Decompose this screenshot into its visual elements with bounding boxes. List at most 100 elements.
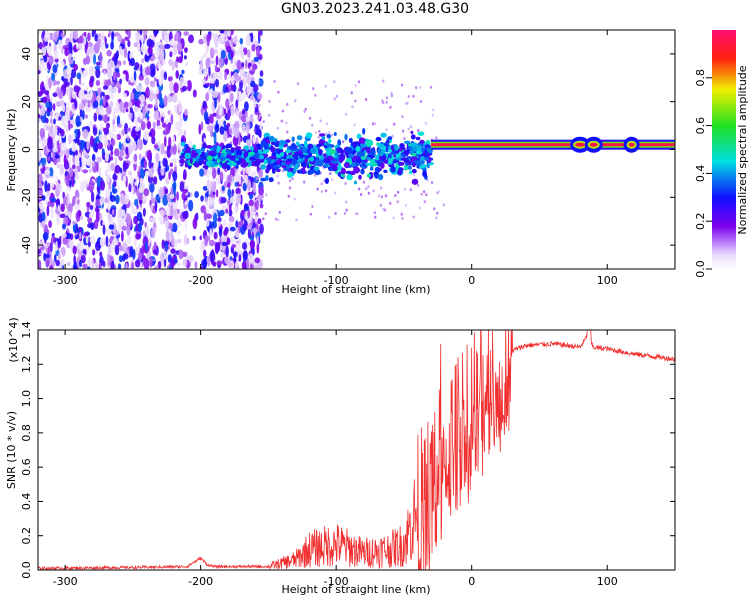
spectrogram-cell	[238, 173, 242, 185]
spectrogram-cell	[238, 76, 242, 83]
spectrogram-cell	[88, 46, 94, 55]
spectrogram-cell	[223, 229, 228, 236]
spectrogram-cell	[47, 138, 53, 150]
spectrogram-cell	[223, 130, 228, 142]
spectrogram-cell	[174, 213, 180, 220]
spectrogram-cell	[80, 181, 84, 193]
spectrogram-cell	[105, 227, 109, 233]
spectrogram-cell	[98, 262, 102, 269]
spectrogram-xlabel: Height of straight line (km)	[281, 283, 430, 296]
spectrogram-cell	[69, 239, 75, 250]
spectrogram-cell	[355, 156, 360, 161]
figure-title: GN03.2023.241.03.48.G30	[280, 1, 470, 17]
spectrogram-cell	[138, 243, 141, 251]
spectrogram-cell	[229, 92, 234, 103]
spectrogram-cell	[207, 256, 211, 267]
spectrogram-cell	[106, 49, 112, 57]
spectrogram-cell	[55, 175, 59, 185]
spectrogram-cell	[209, 113, 214, 124]
spectrogram-cell	[137, 194, 143, 202]
spectrogram-cell	[345, 147, 353, 154]
spectrogram-cell	[100, 219, 104, 227]
tone-blob	[589, 142, 598, 147]
spectrogram-cell	[129, 245, 134, 258]
spectrogram-cell	[59, 213, 66, 219]
spectrogram-cell	[373, 171, 378, 175]
spectrogram-cell	[58, 132, 61, 144]
spectrogram-cell	[257, 218, 262, 225]
spectrogram-cell	[258, 150, 263, 154]
tone-band-core	[431, 143, 675, 147]
spectrogram-cell	[274, 158, 278, 163]
spectrogram-cell	[235, 50, 240, 58]
spectrogram-cell	[186, 80, 192, 92]
spectrogram-cell	[130, 262, 135, 269]
spectrogram-cell	[43, 55, 48, 63]
spectrogram-cell	[245, 156, 250, 163]
spectrogram-cell	[430, 181, 434, 184]
spectrogram-cell	[137, 222, 143, 233]
spectrogram-cell	[56, 182, 61, 191]
spectrogram-cell	[153, 249, 157, 255]
spectrogram-cell	[132, 140, 137, 151]
spectrogram-cell	[394, 194, 397, 197]
spectrogram-cell	[206, 124, 213, 132]
spectrogram-cell	[149, 94, 153, 100]
spectrogram-cell	[412, 162, 416, 168]
spectrogram-cell	[337, 139, 342, 147]
spectrogram-cell	[383, 169, 388, 173]
spectrogram-cell	[224, 86, 229, 93]
spectrogram-cell	[138, 74, 144, 81]
spectrogram-cell	[269, 135, 275, 142]
spectrogram-cell	[377, 143, 385, 148]
spectrogram-cell	[225, 98, 230, 109]
spectrogram-cell	[154, 200, 158, 212]
spectrogram-cell	[55, 259, 60, 267]
spectrogram-cell	[178, 249, 184, 260]
spectrogram-cell	[234, 205, 238, 215]
spectrogram-cell	[116, 217, 120, 224]
spectrogram-cell	[165, 230, 170, 242]
spectrogram-cell	[79, 157, 82, 162]
spectrogram-cell	[186, 237, 190, 245]
spectrogram-cell	[354, 84, 357, 87]
spectrogram-cell	[82, 128, 89, 139]
spectrogram-cell	[206, 34, 212, 42]
spectrogram-cell	[87, 131, 91, 138]
spectrogram-cell	[359, 193, 363, 196]
spectrogram-cell	[140, 64, 143, 76]
spectrogram-cell	[178, 104, 183, 113]
spectrogram-cell	[106, 122, 110, 129]
spectrogram-cell	[70, 68, 77, 79]
spectrogram-cell	[156, 119, 161, 128]
spectrogram-cell	[149, 256, 153, 268]
spectrogram-cell	[210, 221, 215, 228]
spectrogram-cell	[114, 32, 120, 37]
spectrogram-cell	[436, 211, 439, 215]
spectrogram-cell	[202, 165, 209, 169]
spectrogram-cell	[170, 178, 174, 185]
spectrogram-cell	[287, 194, 290, 198]
spectrogram-cell	[225, 208, 229, 214]
spectrogram-cell	[358, 174, 362, 180]
spectrogram-cell	[119, 149, 124, 157]
spectrogram-cell	[127, 40, 131, 48]
spectrogram-cell	[99, 105, 104, 116]
spectrogram-cell	[330, 178, 334, 182]
spectrogram-cell	[38, 182, 43, 189]
spectrogram-cell	[112, 173, 117, 181]
spectrogram-cell	[117, 263, 122, 269]
snr-series-line	[38, 330, 675, 570]
spectrogram-cell	[209, 47, 215, 59]
spectrogram-cell	[235, 74, 240, 81]
spectrogram-cell	[87, 257, 92, 267]
spectrogram-cell	[254, 257, 260, 264]
spectrogram-cell	[248, 151, 255, 156]
spectrogram-cell	[202, 142, 207, 149]
spectrogram-cell	[220, 196, 227, 204]
spectrogram-cell	[143, 130, 149, 141]
spectrogram-cell	[431, 108, 435, 112]
spectrogram-cell	[163, 95, 168, 107]
spectrogram-cell	[122, 92, 127, 98]
